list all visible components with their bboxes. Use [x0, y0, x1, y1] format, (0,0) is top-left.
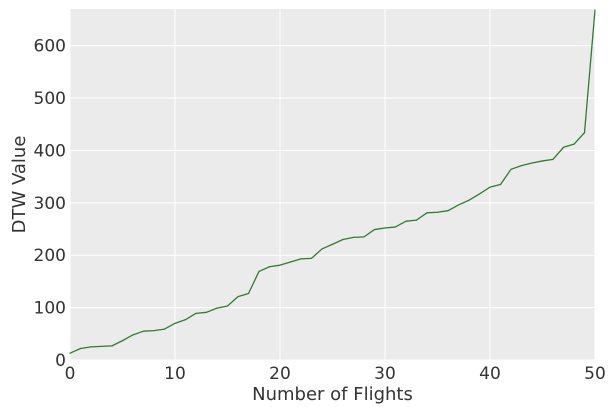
data-point — [373, 228, 376, 231]
data-point — [478, 193, 481, 195]
y-axis-ticks: 0 100 200 300 400 500 600 — [34, 37, 66, 371]
data-point — [195, 312, 197, 314]
data-point — [90, 346, 92, 348]
data-point — [394, 226, 397, 228]
data-point — [499, 183, 502, 186]
data-point — [510, 168, 512, 170]
y-tick-label: 300 — [34, 194, 66, 214]
data-point — [352, 236, 355, 239]
x-tick-label: 20 — [269, 364, 291, 384]
data-point — [384, 227, 386, 229]
data-point — [552, 158, 554, 160]
data-point — [121, 340, 124, 342]
data-point — [436, 211, 439, 213]
data-point — [457, 204, 460, 206]
data-point — [279, 264, 281, 266]
data-point — [268, 266, 271, 268]
x-axis-ticks: 0 10 20 30 40 50 — [65, 364, 606, 384]
data-point — [79, 347, 82, 350]
data-point — [247, 292, 250, 295]
x-tick-label: 30 — [374, 364, 396, 384]
data-point — [100, 345, 103, 347]
series-layer — [69, 9, 596, 354]
data-point — [331, 243, 334, 245]
data-point — [363, 236, 365, 238]
data-point — [520, 165, 523, 167]
data-point — [594, 9, 596, 11]
y-tick-label: 600 — [34, 37, 66, 57]
data-point — [468, 199, 470, 201]
data-point — [174, 322, 176, 324]
data-point — [426, 212, 428, 214]
x-tick-label: 0 — [65, 364, 76, 384]
data-point — [69, 352, 71, 354]
y-axis-title: DTW Value — [9, 136, 30, 234]
data-point — [237, 296, 239, 298]
plot-background — [70, 9, 595, 360]
data-point — [415, 219, 418, 221]
data-point — [583, 132, 586, 134]
data-point — [111, 345, 113, 347]
data-point — [573, 143, 575, 145]
data-point — [531, 162, 533, 164]
data-point — [489, 186, 491, 188]
y-tick-label: 500 — [34, 89, 66, 109]
data-point — [541, 160, 544, 162]
y-tick-label: 400 — [34, 141, 66, 161]
data-point — [321, 248, 323, 250]
y-tick-label: 200 — [34, 246, 66, 266]
x-tick-label: 10 — [164, 364, 186, 384]
data-point — [562, 146, 565, 148]
x-tick-label: 50 — [584, 364, 606, 384]
data-point — [205, 311, 208, 313]
data-point — [300, 258, 302, 260]
y-tick-label: 0 — [55, 351, 66, 371]
data-point — [289, 261, 292, 263]
x-axis-title: Number of Flights — [252, 384, 413, 405]
data-point — [405, 220, 407, 222]
data-point — [310, 257, 313, 259]
data-point — [226, 305, 229, 307]
data-point — [142, 330, 145, 332]
y-tick-label: 100 — [34, 299, 66, 319]
data-point — [216, 307, 218, 309]
data-point — [163, 328, 166, 330]
data-point — [342, 238, 344, 241]
grid-lines — [69, 9, 596, 361]
data-point — [153, 330, 155, 332]
data-point — [184, 319, 187, 321]
data-point — [447, 210, 449, 212]
data-point — [258, 270, 260, 273]
data-point — [132, 334, 134, 336]
x-tick-label: 40 — [479, 364, 501, 384]
